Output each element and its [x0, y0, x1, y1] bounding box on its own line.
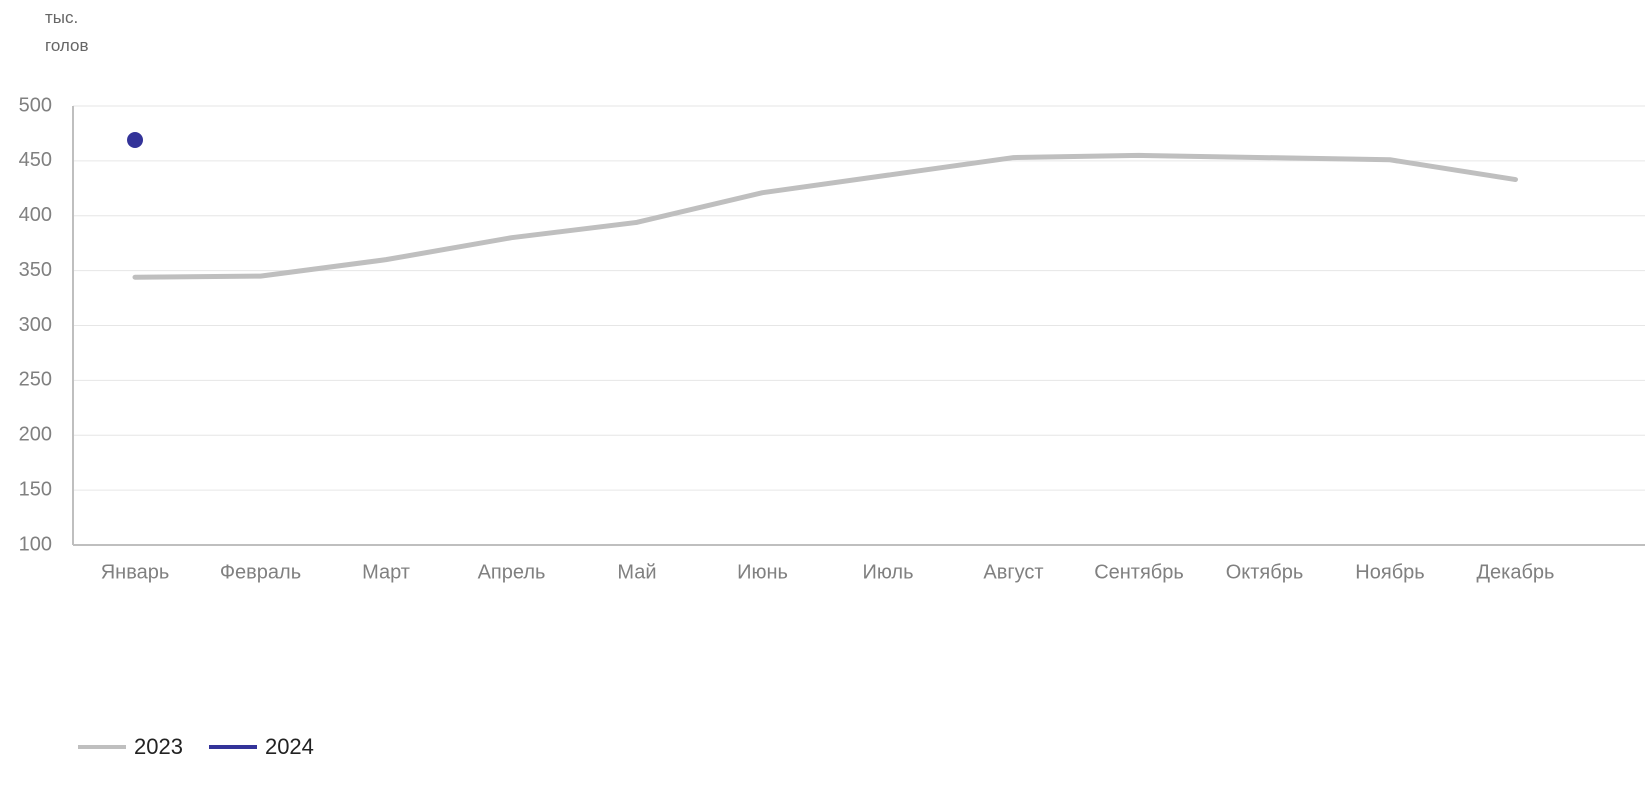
- legend-label: 2024: [264, 734, 314, 759]
- y-tick-label: 400: [19, 204, 52, 226]
- x-tick-label: Октябрь: [1226, 561, 1304, 583]
- legend-swatch: [78, 745, 126, 749]
- legend-item: 2023: [78, 734, 183, 760]
- y-tick-label: 250: [19, 369, 52, 391]
- x-tick-label: Январь: [101, 561, 170, 583]
- x-tick-label: Май: [617, 561, 656, 583]
- y-axis-label: тыс. голов: [45, 8, 89, 55]
- x-tick-label: Июль: [862, 561, 913, 583]
- legend-swatch: [208, 745, 257, 749]
- point: [127, 132, 143, 149]
- x-tick-label: Сентябрь: [1094, 561, 1184, 583]
- x-tick-label: Апрель: [478, 561, 546, 583]
- x-tick-label: Ноябрь: [1355, 561, 1424, 583]
- legend: 2023 2024: [78, 734, 314, 760]
- plot: 100 150 200 250 300 350 400 450 500 Январь Февраль…: [19, 94, 1645, 583]
- y-tick-label: 200: [19, 424, 52, 446]
- x-tick-label: Декабрь: [1477, 561, 1555, 583]
- x-tick-label: Август: [983, 561, 1043, 583]
- x-tick-label: Март: [362, 561, 410, 583]
- y-tick-label: 100: [19, 533, 52, 555]
- y-tick-label: 150: [19, 478, 52, 500]
- y-tick-label: 500: [19, 94, 52, 116]
- series-line: [132, 152, 1518, 280]
- y-tick-label: 450: [19, 149, 52, 171]
- y-tick-label: 350: [19, 259, 52, 281]
- x-tick-label: Июнь: [737, 561, 788, 583]
- y-tick-label: 300: [19, 314, 52, 336]
- legend-label: 2023: [134, 734, 183, 759]
- legend-item: 2024: [208, 734, 314, 760]
- x-tick-label: Февраль: [220, 561, 301, 583]
